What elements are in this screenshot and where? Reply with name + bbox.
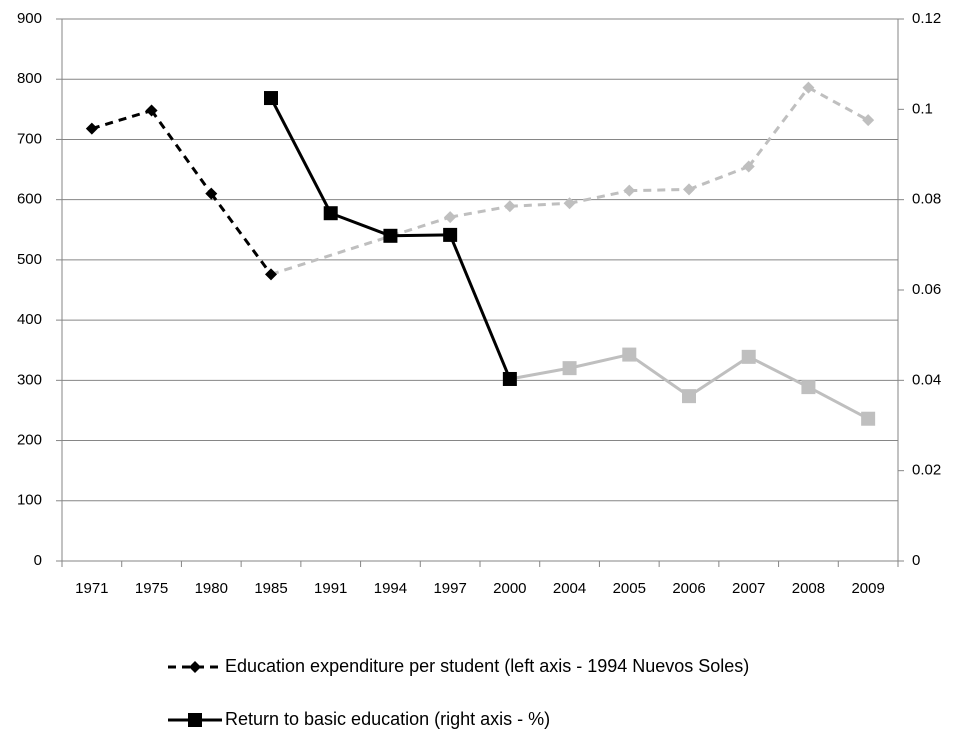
line-segment [628, 353, 690, 398]
data-point [443, 227, 458, 242]
data-point [623, 184, 636, 197]
data-point [622, 347, 637, 362]
y-tick-label: 400 [17, 311, 42, 328]
line-segment [807, 385, 869, 421]
y-tick-label: 500 [17, 251, 42, 268]
y-tick-label: 300 [17, 371, 42, 388]
y2-tick-label: 0.1 [912, 100, 933, 117]
y2-tick-label: 0 [912, 552, 920, 569]
y-tick-label: 100 [17, 492, 42, 509]
legend-marker [189, 661, 201, 673]
x-tick-label: 1991 [314, 580, 347, 597]
line-segment [449, 204, 511, 219]
y-tick-label: 700 [17, 130, 42, 147]
data-point [145, 104, 158, 117]
x-tick-label: 2006 [672, 580, 705, 597]
data-point [264, 91, 278, 106]
legend-marker [188, 713, 202, 727]
data-point [205, 187, 218, 200]
data-point [383, 228, 398, 243]
data-point [741, 349, 756, 364]
line-segment [688, 165, 750, 191]
line-segment [807, 86, 869, 122]
data-point [562, 361, 577, 376]
line-segment [569, 189, 630, 205]
y2-tick-label: 0.02 [912, 462, 941, 479]
data-point [444, 211, 457, 224]
x-tick-label: 1971 [75, 580, 108, 597]
x-tick-label: 1994 [374, 580, 407, 597]
line-segment [747, 86, 810, 168]
line-segment [748, 355, 810, 389]
x-tick-label: 1997 [433, 580, 466, 597]
y-tick-label: 600 [17, 191, 42, 208]
y-tick-label: 800 [17, 70, 42, 87]
x-tick-label: 2009 [851, 580, 884, 597]
x-tick-label: 2004 [553, 580, 586, 597]
data-point [861, 411, 876, 426]
legend-label: Return to basic education (right axis - … [225, 709, 550, 729]
line-segment [688, 355, 750, 398]
y2-tick-label: 0.04 [912, 371, 941, 388]
line-segment [210, 192, 273, 276]
line-segment [509, 366, 570, 381]
x-tick-label: 1980 [195, 580, 228, 597]
line-segment [330, 211, 391, 238]
x-tick-label: 2005 [613, 580, 646, 597]
data-point [265, 268, 277, 281]
x-tick-label: 2008 [792, 580, 825, 597]
data-point [862, 114, 875, 127]
y-tick-label: 0 [34, 552, 42, 569]
line-segment [629, 187, 690, 193]
line-segment [390, 233, 451, 238]
line-segment [569, 353, 630, 370]
line-segment [269, 97, 333, 214]
data-point [742, 160, 755, 173]
x-tick-label: 2000 [493, 580, 526, 597]
data-point [683, 183, 695, 196]
line-segment [448, 234, 512, 380]
x-tick-label: 2007 [732, 580, 765, 597]
x-tick-label: 1975 [135, 580, 168, 597]
data-point [323, 206, 338, 221]
y2-tick-label: 0.06 [912, 281, 941, 298]
y2-tick-label: 0.12 [912, 10, 941, 27]
data-point [502, 371, 517, 386]
line-segment [91, 109, 153, 131]
legend-label: Education expenditure per student (left … [225, 656, 749, 676]
line-segment [509, 201, 570, 208]
line-segment [150, 109, 213, 195]
data-point [563, 197, 576, 210]
data-point [802, 81, 815, 94]
y2-tick-label: 0.08 [912, 191, 941, 208]
data-point [801, 380, 816, 395]
y-tick-label: 900 [17, 10, 42, 27]
y-tick-label: 200 [17, 432, 42, 449]
data-point [682, 389, 696, 404]
x-tick-label: 1985 [254, 580, 287, 597]
data-point [503, 200, 516, 213]
data-point [85, 122, 98, 135]
line-segment [270, 215, 451, 276]
